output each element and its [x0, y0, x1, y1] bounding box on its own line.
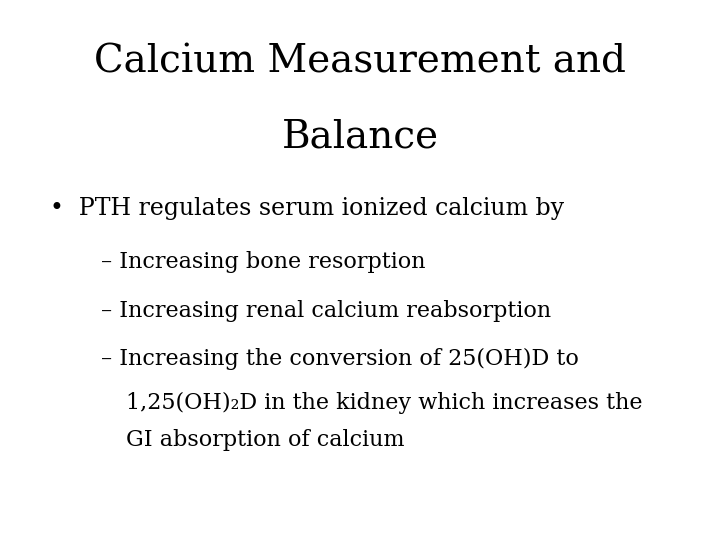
Text: Balance: Balance — [282, 119, 438, 156]
Text: GI absorption of calcium: GI absorption of calcium — [126, 429, 405, 451]
Text: – Increasing bone resorption: – Increasing bone resorption — [101, 251, 426, 273]
Text: – Increasing the conversion of 25(OH)D to: – Increasing the conversion of 25(OH)D t… — [101, 348, 579, 370]
Text: – Increasing renal calcium reabsorption: – Increasing renal calcium reabsorption — [101, 300, 551, 322]
Text: 1,25(OH)₂D in the kidney which increases the: 1,25(OH)₂D in the kidney which increases… — [126, 392, 642, 414]
Text: Calcium Measurement and: Calcium Measurement and — [94, 43, 626, 80]
Text: •  PTH regulates serum ionized calcium by: • PTH regulates serum ionized calcium by — [50, 197, 564, 220]
